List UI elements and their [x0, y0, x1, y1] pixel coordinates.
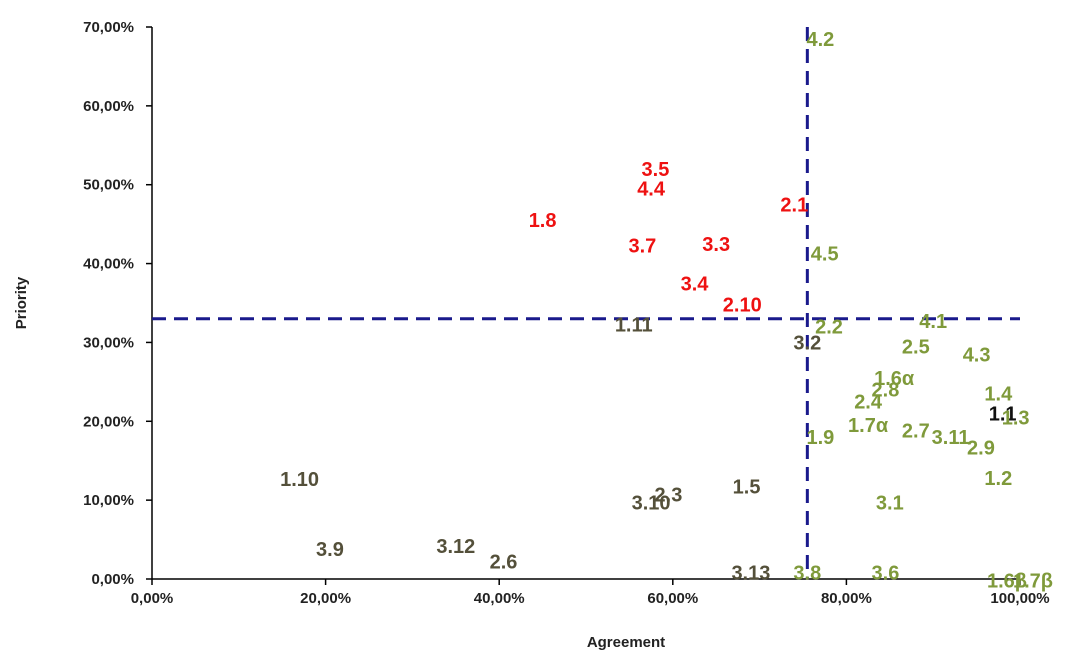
x-tick-label: 80,00% — [821, 590, 872, 607]
point-label: 1.6α — [874, 368, 915, 390]
y-axis-ticks: 0,00% 10,00% 20,00% 30,00% 40,00% 50,00% 60,00… — [83, 19, 152, 588]
point-label: 1.8 — [529, 210, 557, 232]
data-point-labels: 4.2 3.54.4 2.1 1.8 3.7 3.3 4.5 3.4 2.10 1.11 2.2 4.… — [280, 29, 1053, 593]
point-label: 4.1 — [919, 311, 947, 333]
point-label: 1.4 — [984, 384, 1013, 406]
x-tick-label: 0,00% — [131, 590, 174, 607]
point-label: 3.11 — [932, 427, 970, 449]
y-tick-label: 0,00% — [91, 571, 134, 588]
point-label: 2.4 — [854, 392, 883, 414]
point-label: 3.3 — [702, 234, 730, 256]
x-tick-label: 20,00% — [300, 590, 351, 607]
point-label: 4.3 — [963, 344, 991, 366]
point-label: 3.8 — [793, 563, 821, 585]
threshold-lines — [152, 27, 1020, 579]
y-tick-label: 20,00% — [83, 413, 134, 430]
x-axis-ticks: 0,00% 20,00% 40,00% 60,00% 80,00% 100,00% — [131, 579, 1050, 607]
y-tick-label: 60,00% — [83, 98, 134, 115]
x-tick-label: 40,00% — [474, 590, 525, 607]
point-label: 2.7 — [902, 421, 930, 443]
point-label: 3.9 — [316, 539, 344, 561]
point-label: 3.1 — [876, 493, 904, 515]
point-label: 3.2 — [793, 332, 821, 354]
point-label: 2.3 — [655, 485, 683, 507]
point-label: 2.6 — [490, 552, 518, 574]
point-label: 3.13 — [731, 563, 770, 585]
point-label: 3.4 — [681, 273, 710, 295]
point-label: 1.9 — [806, 427, 834, 449]
x-tick-label: 60,00% — [647, 590, 698, 607]
point-label: 1.5 — [733, 477, 761, 499]
y-tick-label: 10,00% — [83, 492, 134, 509]
point-label: 2.8 — [872, 380, 900, 402]
point-label: 2.5 — [902, 336, 930, 358]
y-tick-label: 30,00% — [83, 334, 134, 351]
point-label: 3.7 — [629, 235, 657, 257]
point-label: 4.2 — [806, 29, 834, 51]
point-label: 2.9 — [967, 437, 995, 459]
point-label: 1.6β — [987, 571, 1027, 593]
point-label: 4.4 — [637, 179, 666, 201]
point-label: 3.6 — [872, 563, 900, 585]
y-tick-label: 40,00% — [83, 256, 134, 273]
y-tick-label: 50,00% — [83, 177, 134, 194]
x-tick-label: 100,00% — [990, 590, 1049, 607]
point-label: 3.10 — [632, 493, 671, 515]
point-label: 1.3 — [1002, 407, 1030, 429]
point-label: 1.7β — [1013, 571, 1053, 593]
point-label: 2.1 — [780, 194, 808, 216]
point-label: 1.11 — [615, 314, 653, 336]
point-label: 4.5 — [811, 243, 839, 265]
point-label: 3.12 — [436, 536, 475, 558]
point-label: 1.7α — [848, 415, 889, 437]
point-label: 3.5 — [642, 159, 670, 181]
axes — [151, 27, 1020, 580]
point-label: 1.2 — [984, 468, 1012, 490]
y-tick-label: 70,00% — [83, 19, 134, 36]
x-axis-title: Agreement — [587, 634, 665, 651]
y-axis-title: Priority — [13, 276, 30, 329]
point-label: 2.10 — [723, 295, 762, 317]
point-label: 1.10 — [280, 469, 319, 491]
point-label: 1.1 — [989, 403, 1017, 425]
point-label: 2.2 — [815, 317, 843, 339]
